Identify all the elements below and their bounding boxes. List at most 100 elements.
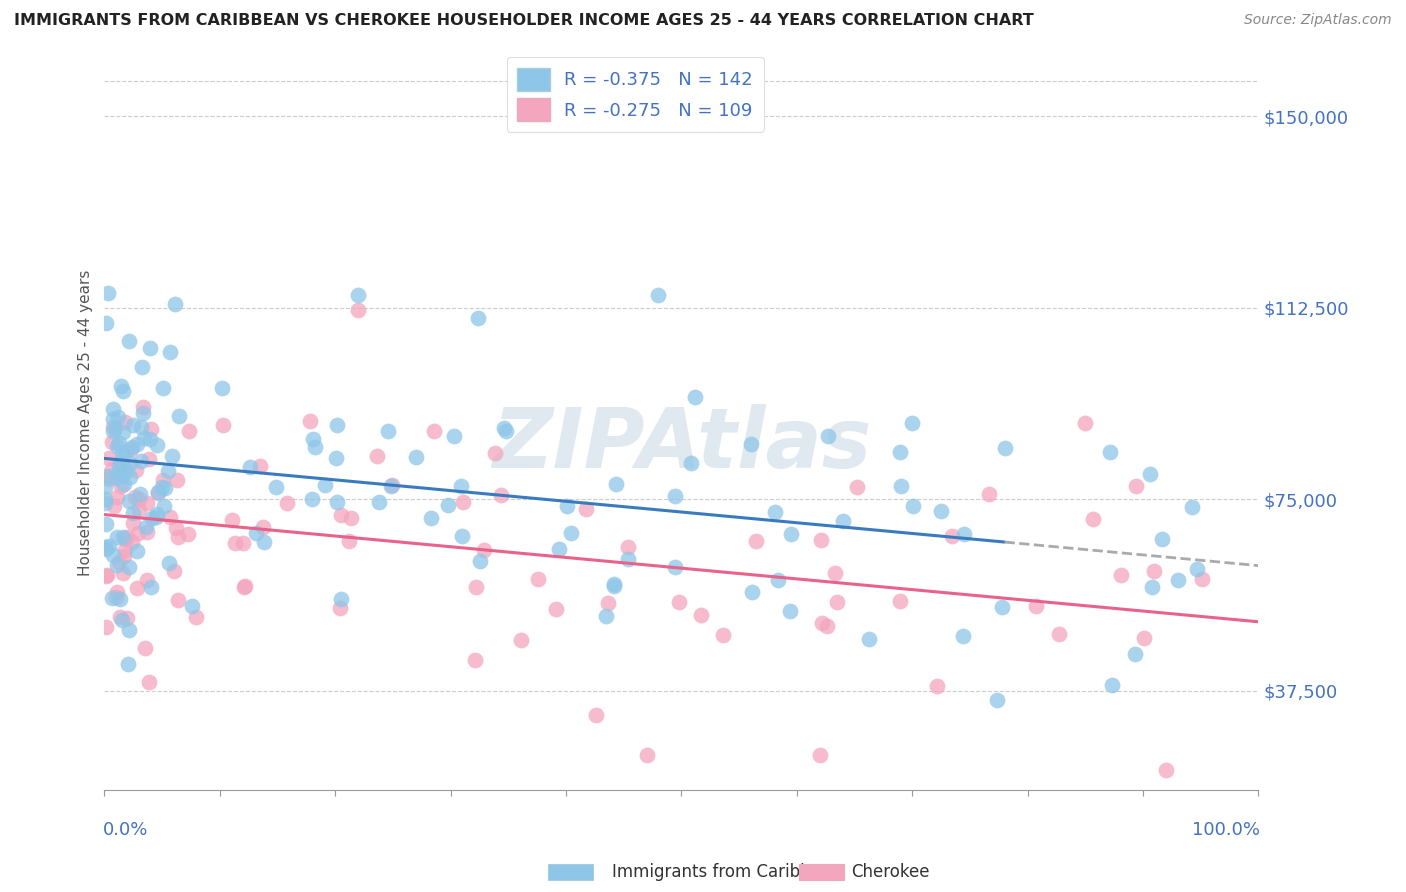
Point (105, 530, 128, 544)
Point (825, 595, 848, 609)
Text: Immigrants from Caribbean: Immigrants from Caribbean (612, 863, 841, 881)
Point (186, 610, 208, 624)
Point (110, 453, 132, 467)
Point (509, 633, 531, 648)
Point (127, 582, 149, 596)
Point (125, 463, 148, 477)
Point (108, 458, 131, 473)
Point (233, 579, 256, 593)
Point (846, 480, 869, 494)
Point (1191, 572, 1213, 586)
Point (1142, 580, 1164, 594)
Point (105, 471, 128, 485)
Point (132, 431, 155, 445)
Point (815, 619, 838, 633)
Point (555, 499, 578, 513)
Point (1185, 562, 1208, 576)
Point (420, 510, 443, 524)
Point (97, 468, 120, 483)
Point (121, 535, 143, 549)
Legend: R = -0.375   N = 142, R = -0.275   N = 109: R = -0.375 N = 142, R = -0.275 N = 109 (506, 57, 763, 132)
Point (122, 506, 145, 520)
Point (129, 419, 152, 434)
Point (526, 572, 548, 586)
Point (546, 602, 568, 616)
Point (636, 747, 658, 762)
Point (101, 424, 124, 438)
Point (647, 288, 669, 302)
Point (152, 381, 174, 395)
Point (138, 452, 160, 467)
Point (112, 384, 135, 398)
Point (111, 444, 134, 458)
Point (548, 541, 571, 556)
Point (135, 524, 157, 539)
Point (127, 526, 149, 541)
Point (436, 499, 458, 513)
Point (301, 492, 323, 507)
Point (146, 438, 169, 452)
Point (824, 566, 846, 580)
Point (465, 580, 488, 594)
Point (135, 520, 157, 534)
Point (94, 620, 117, 634)
Point (179, 424, 201, 438)
Point (423, 425, 446, 439)
Point (107, 490, 129, 504)
Text: Cherokee: Cherokee (851, 863, 929, 881)
Point (111, 566, 134, 580)
Point (450, 529, 472, 543)
Point (249, 458, 271, 473)
Point (1081, 512, 1104, 526)
Point (112, 549, 135, 564)
Point (1143, 564, 1166, 578)
Point (94, 480, 117, 494)
Point (831, 514, 853, 528)
Point (780, 526, 803, 541)
Point (1154, 763, 1177, 777)
Point (603, 579, 626, 593)
Point (304, 440, 326, 454)
Point (177, 526, 200, 541)
Point (603, 577, 626, 591)
Point (118, 456, 141, 470)
Point (347, 303, 370, 318)
Point (101, 401, 124, 416)
Point (115, 530, 138, 544)
Point (132, 406, 155, 420)
Point (325, 495, 347, 509)
Point (101, 462, 124, 476)
Point (685, 391, 707, 405)
Point (107, 410, 129, 425)
Point (132, 400, 155, 414)
Point (1139, 467, 1161, 482)
Point (146, 485, 169, 500)
Point (167, 530, 190, 544)
Point (108, 436, 131, 450)
Point (167, 592, 190, 607)
Point (118, 559, 141, 574)
Point (118, 623, 141, 637)
Point (105, 439, 128, 453)
Point (314, 478, 336, 492)
Text: 100.0%: 100.0% (1192, 821, 1260, 838)
Point (679, 456, 702, 470)
Point (1181, 500, 1204, 515)
Point (166, 473, 188, 487)
Point (157, 464, 180, 478)
Point (121, 440, 143, 454)
Point (105, 558, 128, 572)
Point (239, 460, 262, 475)
Point (159, 345, 181, 359)
Point (94, 469, 117, 483)
Point (347, 288, 370, 302)
Point (101, 420, 124, 434)
Point (108, 592, 131, 607)
Point (232, 535, 254, 549)
Point (380, 479, 402, 493)
Point (94, 569, 117, 583)
Point (467, 311, 489, 326)
Point (112, 530, 135, 544)
Point (616, 541, 638, 555)
Point (711, 628, 734, 642)
